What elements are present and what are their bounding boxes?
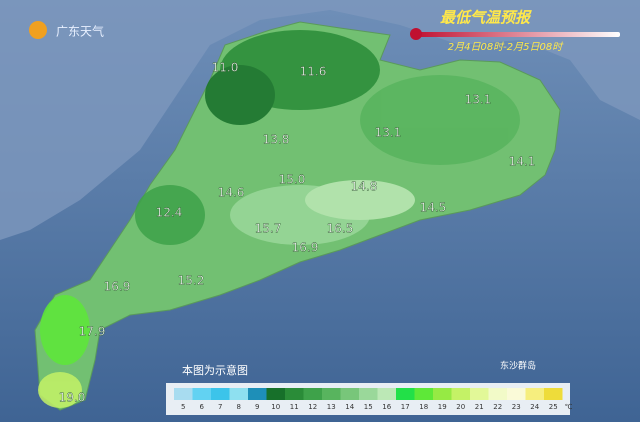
temp-label: 14.8 [351, 180, 378, 194]
legend-label: 8 [237, 403, 241, 411]
legend-label: 13 [327, 403, 336, 411]
legend-label: 16 [382, 403, 391, 411]
legend-swatch [507, 388, 526, 400]
temp-label: 17.9 [79, 325, 106, 339]
temp-label: 11.6 [300, 65, 327, 79]
legend-label: 25 [549, 403, 558, 411]
temp-label: 13.1 [465, 93, 492, 107]
temp-label: 15.2 [178, 274, 205, 288]
legend-label: 12 [308, 403, 317, 411]
legend-label: 23 [512, 403, 521, 411]
legend-swatch [359, 388, 378, 400]
temp-label: 14.6 [218, 186, 245, 200]
note: 本图为示意图 [182, 363, 248, 377]
temp-label: 15.7 [255, 222, 282, 236]
temp-label: 16.9 [292, 241, 319, 255]
legend-swatch [192, 388, 211, 400]
legend-swatch [303, 388, 322, 400]
legend-swatch [248, 388, 267, 400]
logo-icon [29, 21, 47, 39]
legend-label: 18 [419, 403, 428, 411]
legend-swatch [174, 388, 193, 400]
temp-zones [38, 30, 520, 408]
legend-swatch [544, 388, 563, 400]
legend-swatch [414, 388, 433, 400]
temp-label: 15.0 [279, 173, 306, 187]
legend-label: 9 [255, 403, 259, 411]
island-label: 东沙群岛 [500, 360, 536, 372]
title-bar [415, 32, 620, 37]
legend-swatch [340, 388, 359, 400]
legend-swatch [266, 388, 285, 400]
temp-label: 19.0 [59, 391, 86, 405]
legend-unit: ℃ [565, 403, 573, 411]
temp-label: 11.0 [212, 61, 239, 75]
temp-label: 13.1 [375, 126, 402, 140]
legend-swatch [211, 388, 230, 400]
legend-swatch [470, 388, 489, 400]
title: 最低气温预报 [440, 9, 532, 27]
legend-swatch [433, 388, 452, 400]
legend-label: 7 [218, 403, 222, 411]
legend-swatch [377, 388, 396, 400]
title-dot [410, 28, 422, 40]
legend-label: 10 [271, 403, 280, 411]
temp-label: 16.5 [327, 222, 354, 236]
legend-label: 20 [456, 403, 465, 411]
legend-swatch [322, 388, 341, 400]
legend-label: 22 [493, 403, 502, 411]
legend-label: 15 [364, 403, 373, 411]
legend-swatch [488, 388, 507, 400]
temp-label: 16.9 [104, 280, 131, 294]
legend-label: 17 [401, 403, 410, 411]
temp-label: 12.4 [156, 206, 183, 220]
logo: 广东天气 [56, 24, 104, 39]
neighbor-land [0, 0, 640, 240]
legend-swatch [285, 388, 304, 400]
legend-label: 24 [530, 403, 539, 411]
legend-label: 19 [438, 403, 447, 411]
legend-swatch [229, 388, 248, 400]
legend-swatch [451, 388, 470, 400]
subtitle: 2月4日08时-2月5日08时 [448, 41, 565, 53]
legend-label: 21 [475, 403, 484, 411]
legend-label: 6 [200, 403, 205, 411]
legend-label: 14 [345, 403, 354, 411]
legend-label: 11 [290, 403, 299, 411]
temp-label: 13.8 [263, 133, 290, 147]
legend-swatch [396, 388, 415, 400]
legend-label: 5 [181, 403, 185, 411]
legend-swatch [525, 388, 544, 400]
temp-label: 14.1 [509, 155, 536, 169]
temp-label: 14.5 [420, 201, 447, 215]
